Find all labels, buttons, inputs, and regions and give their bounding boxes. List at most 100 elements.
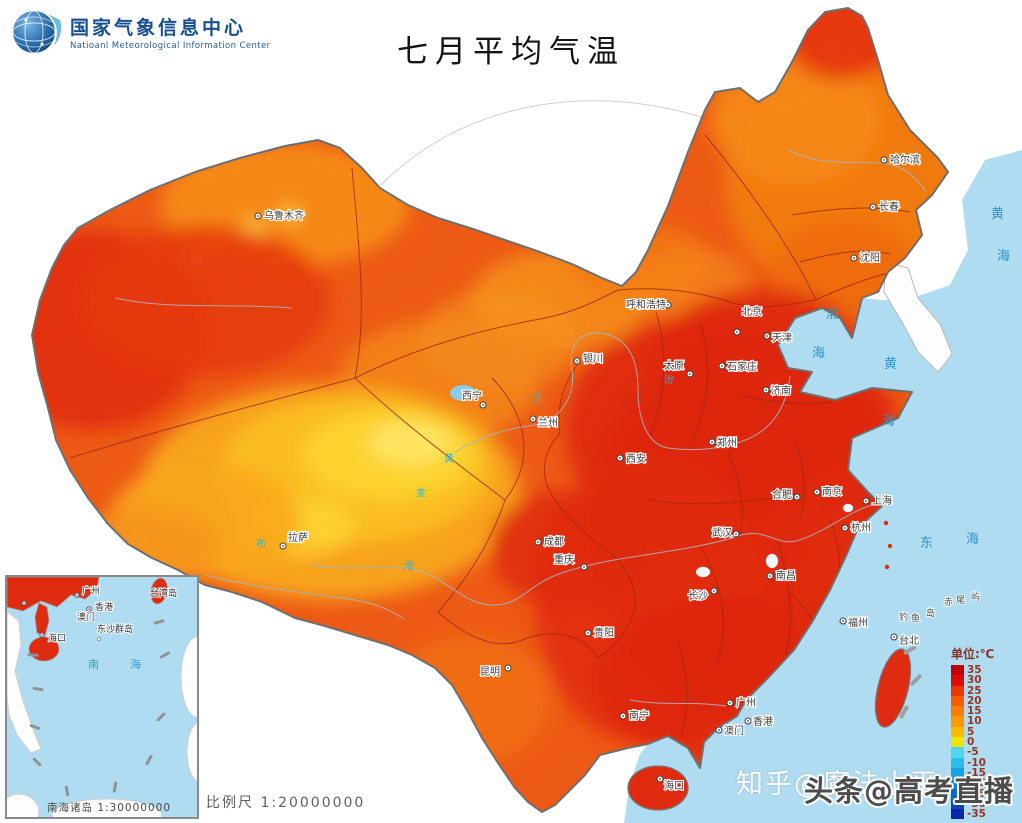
- legend-swatch: [951, 726, 964, 738]
- legend-value: 15: [967, 705, 982, 718]
- city-marker: 长春: [869, 200, 900, 214]
- city-marker: 西安: [616, 451, 647, 466]
- inset-label: 南: [88, 658, 99, 671]
- mongolia-border: [379, 100, 706, 187]
- legend-value: 20: [967, 694, 982, 707]
- city-label: 成都: [544, 536, 564, 548]
- city-marker: 合肥: [771, 487, 801, 502]
- city-marker: 太原: [663, 358, 694, 378]
- legend-swatch: [951, 747, 964, 758]
- legend-row: 15: [951, 705, 994, 718]
- city-marker: 乌鲁木齐: [254, 208, 305, 223]
- city-marker: 昆明: [479, 664, 512, 679]
- river-label: 沧: [404, 559, 414, 572]
- city-label: 济南: [771, 384, 791, 397]
- inset-borneo: [51, 798, 163, 817]
- legend-row: -30: [951, 797, 994, 810]
- city-label: 太原: [664, 359, 684, 372]
- city-marker: 天津: [763, 331, 793, 345]
- legend-swatch: [951, 757, 964, 768]
- city-label: 哈尔滨: [890, 153, 920, 166]
- sea-label: 海: [966, 532, 979, 547]
- city-label: 南宁: [629, 709, 649, 722]
- city-marker: 济南: [762, 383, 792, 398]
- city-marker: 重庆: [553, 552, 588, 571]
- island-label: 鱼: [911, 612, 920, 624]
- province-borders: [69, 134, 911, 735]
- island-label: 赤: [944, 597, 953, 608]
- island-dashes: [899, 645, 922, 719]
- legend-value: -15: [967, 766, 986, 779]
- legend-row: 25: [951, 685, 994, 696]
- city-label: 福州: [848, 616, 868, 629]
- legend-swatch: [951, 675, 964, 686]
- city-label: 长沙: [688, 590, 708, 602]
- sea-label: 黄: [884, 357, 897, 372]
- city-marker: 南宁: [619, 708, 650, 723]
- city-label: 重庆: [554, 553, 574, 566]
- legend-row: -15: [951, 768, 994, 778]
- legend-value: 35: [967, 664, 982, 676]
- city-label: 台北: [899, 634, 919, 647]
- city-label: 长春: [879, 201, 899, 213]
- city-label: 北京: [742, 305, 762, 318]
- inset-city-dot: [74, 592, 80, 598]
- city-marker: 郑州: [708, 435, 738, 450]
- city-label: 天津: [772, 332, 792, 344]
- legend-row: -20: [951, 778, 994, 789]
- legend-value: 5: [967, 725, 975, 738]
- org-name-en: Natioanl Meteorological Information Cent…: [70, 41, 271, 51]
- legend-swatch: [951, 767, 964, 779]
- legend-unit-label: 单位:℃: [951, 647, 995, 661]
- city-marker: 呼和浩特: [625, 298, 672, 312]
- city-label: 香港: [753, 716, 773, 728]
- city-marker: 贵阳: [584, 625, 615, 640]
- city-marker: 广州: [726, 696, 757, 710]
- legend-swatch: [951, 798, 964, 810]
- legend-value: 0: [967, 736, 975, 749]
- legend-swatch: [951, 685, 964, 696]
- city-label: 贵阳: [594, 626, 614, 639]
- city-label: 兰州: [538, 416, 558, 429]
- legend-items: 35 30 25 20 15 10 5 0 -5 -10 -15 -20 -25 -30 -35: [951, 664, 994, 820]
- city-label: 石家庄: [727, 360, 757, 373]
- dongting-lake: [695, 566, 711, 578]
- watermark-toutiao: 头条@高考直播: [804, 774, 1015, 808]
- sea-label: 海: [882, 414, 895, 429]
- taihu-lake: [842, 503, 854, 513]
- legend-row: 0: [951, 737, 994, 747]
- city-marker: 南昌: [766, 568, 797, 583]
- legend-row: -10: [951, 757, 994, 768]
- legend-swatch: [951, 809, 964, 820]
- island-label: 岛: [926, 607, 935, 619]
- city-marker: 拉萨: [279, 530, 309, 550]
- temperature-legend: 单位:℃ 35 30 25 20 15 10 5 0 -5 -10 -15 -20 -25 -30 -35: [951, 645, 995, 820]
- sea-label: 东: [920, 536, 933, 551]
- city-marker: 海口: [656, 775, 685, 793]
- inset-label: 海: [130, 657, 141, 671]
- inset-leizhou: [34, 602, 50, 636]
- legend-swatch: [951, 788, 964, 799]
- city-label: 沈阳: [860, 251, 880, 264]
- watermark-zhihu: 知乎@魔法小平: [736, 769, 939, 800]
- city-label: 海口: [664, 779, 684, 792]
- city-marker: 北京: [733, 304, 763, 336]
- legend-row: -25: [951, 788, 994, 799]
- city-marker: 福州: [839, 615, 869, 630]
- city-label: 郑州: [717, 436, 737, 449]
- inset-vietnam: [7, 610, 42, 754]
- city-label: 澳门: [724, 724, 744, 737]
- city-label: 武汉: [712, 526, 732, 539]
- inset-mainland: [7, 577, 100, 612]
- legend-row: 5: [951, 725, 994, 738]
- city-marker: 兰州: [529, 415, 559, 430]
- river-label: 河: [533, 393, 543, 405]
- city-marker: 香港: [744, 715, 774, 729]
- sea-label: 渤: [826, 306, 839, 322]
- city-label: 杭州: [851, 521, 871, 534]
- city-marker: 石家庄: [718, 359, 758, 374]
- city-label: 西宁: [462, 389, 482, 402]
- inset-philippines: [180, 636, 197, 718]
- legend-value: -30: [967, 797, 986, 810]
- legend-swatch: [951, 706, 964, 717]
